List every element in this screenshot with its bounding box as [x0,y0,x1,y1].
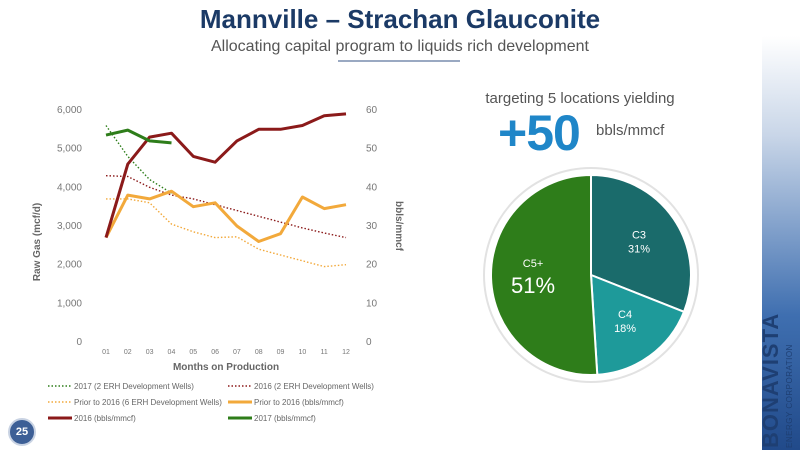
x-tick-label: 10 [298,349,306,356]
pie-label: C4 [618,309,632,321]
pie-slice [589,273,686,376]
legend-label: Prior to 2016 (bbls/mmcf) [254,398,344,407]
y-tick-label: 0 [76,337,82,348]
page-number-badge: 25 [8,418,36,446]
pie-value: 51% [511,273,555,298]
pie-label: C5+ [523,258,544,270]
y-axis-right-title: bbls/mmcf [393,201,404,252]
x-tick-label: 03 [146,349,154,356]
pie-slice [490,173,599,376]
legend-label: 2016 (bbls/mmcf) [74,414,136,423]
pie-slice [590,173,692,314]
y-axis-title: Raw Gas (mcf/d) [32,203,43,281]
x-tick-label: 08 [255,349,263,356]
y-tick-label: 4,000 [57,182,82,193]
slide-subtitle: Allocating capital program to liquids ri… [211,38,589,55]
y-right-tick-label: 30 [366,221,378,232]
y-tick-label: 6,000 [57,105,82,116]
line-chart-legend: 2017 (2 ERH Development Wells) 2016 (2 ER… [48,382,374,423]
x-tick-label: 05 [189,349,197,356]
brand-tagline: ENERGY CORPORATION [785,344,794,448]
legend-label: 2017 (2 ERH Development Wells) [74,382,194,391]
y-tick-label: 3,000 [57,221,82,232]
y-right-tick-label: 20 [366,260,378,271]
y-tick-label: 5,000 [57,144,82,155]
x-tick-label: 06 [211,349,219,356]
pie-ring [483,167,699,383]
series-line [104,112,347,239]
legend-label: Prior to 2016 (6 ERH Development Wells) [74,398,222,407]
series-line [105,125,172,194]
line-chart: 01,0002,0003,0004,0005,0006,000010203040… [32,105,404,423]
brand-logo: BONAVISTA ENERGY CORPORATION [758,313,794,448]
yield-unit: bbls/mmcf [596,122,665,139]
pie-value: 18% [614,323,636,335]
legend-label: 2017 (bbls/mmcf) [254,414,316,423]
x-tick-label: 07 [233,349,241,356]
x-tick-label: 01 [102,349,110,356]
pie-label: C3 [632,229,646,241]
x-tick-label: 11 [321,349,328,356]
pie-slices: C3 31% C4 18% C5+ 51% [483,167,699,383]
target-caption: targeting 5 locations yielding [485,90,675,107]
yield-value: +50 [498,105,581,161]
series-line [106,198,347,268]
y-right-tick-label: 50 [366,144,378,155]
x-tick-label: 09 [277,349,285,356]
x-axis-title: Months on Production [173,362,279,373]
line-chart-axes: 01,0002,0003,0004,0005,0006,000010203040… [57,105,378,356]
x-tick-label: 02 [124,349,132,356]
legend-label: 2016 (2 ERH Development Wells) [254,382,374,391]
brand-side-band [762,0,800,450]
y-right-tick-label: 40 [366,182,378,193]
pie-value: 31% [628,243,650,255]
brand-name: BONAVISTA [758,312,783,448]
y-right-tick-label: 10 [366,298,378,309]
slide-title: Mannville – Strachan Glauconite [199,4,601,34]
subtitle-underline [338,60,460,62]
series-line [104,189,347,243]
y-tick-label: 1,000 [57,298,82,309]
line-chart-series [104,112,347,268]
x-tick-label: 04 [168,349,176,356]
series-line [105,175,347,239]
y-tick-label: 2,000 [57,260,82,271]
y-right-tick-label: 60 [366,105,378,116]
x-tick-label: 12 [342,349,350,356]
y-right-tick-label: 0 [366,337,372,348]
series-line [105,128,172,145]
